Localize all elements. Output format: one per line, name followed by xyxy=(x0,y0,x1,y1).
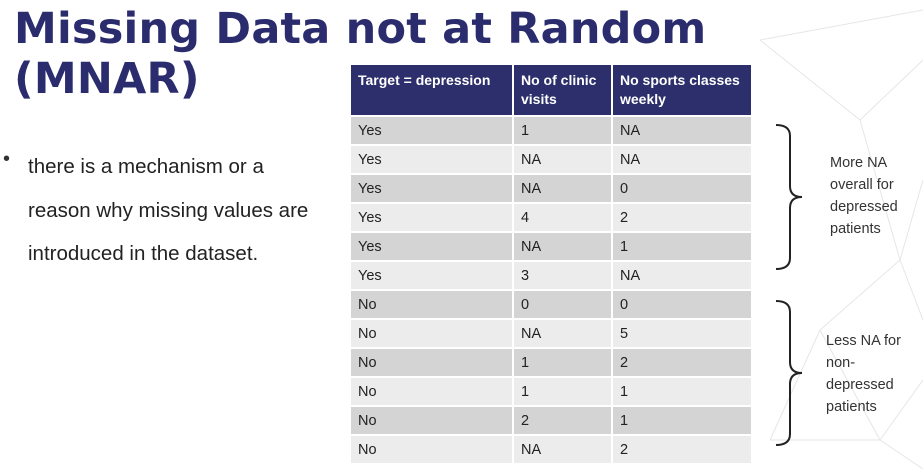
cell-target: Yes xyxy=(351,260,514,290)
cell-clinic-visits: 4 xyxy=(513,202,613,232)
mnar-table: Target = depression No of clinic visits … xyxy=(351,65,751,463)
table-row: Yes 3 NA xyxy=(351,260,751,290)
note-non-depressed: Less NA for non-depressed patients xyxy=(826,333,901,415)
cell-target: No xyxy=(351,318,514,348)
cell-target: Yes xyxy=(351,144,514,174)
cell-clinic-visits: NA xyxy=(513,318,613,348)
cell-clinic-visits: 3 xyxy=(513,260,613,290)
cell-sports-classes: 0 xyxy=(612,173,751,203)
cell-sports-classes: 1 xyxy=(612,376,751,406)
table-row: No 0 0 xyxy=(351,289,751,319)
cell-target: Yes xyxy=(351,115,514,145)
cell-clinic-visits: NA xyxy=(513,144,613,174)
cell-target: No xyxy=(351,405,514,435)
table-row: Yes NA 0 xyxy=(351,173,751,203)
cell-clinic-visits: NA xyxy=(513,231,613,261)
header-sports-classes: No sports classes weekly xyxy=(612,65,751,116)
bullet-text: there is a mechanism or a reason why mis… xyxy=(28,155,309,265)
cell-sports-classes: 5 xyxy=(612,318,751,348)
cell-clinic-visits: 1 xyxy=(513,376,613,406)
brace-depressed-group xyxy=(775,124,803,270)
cell-clinic-visits: 1 xyxy=(513,115,613,145)
table-header-row: Target = depression No of clinic visits … xyxy=(351,65,751,116)
cell-target: No xyxy=(351,376,514,406)
cell-target: Yes xyxy=(351,173,514,203)
table-row: No 1 2 xyxy=(351,347,751,377)
table-row: No 2 1 xyxy=(351,405,751,435)
cell-sports-classes: 2 xyxy=(612,347,751,377)
header-clinic-visits: No of clinic visits xyxy=(513,65,613,116)
header-target: Target = depression xyxy=(351,65,514,116)
table-row: No NA 2 xyxy=(351,434,751,463)
cell-clinic-visits: NA xyxy=(513,434,613,463)
cell-clinic-visits: 1 xyxy=(513,347,613,377)
cell-target: No xyxy=(351,434,514,463)
table-row: Yes NA NA xyxy=(351,144,751,174)
table-row: Yes 4 2 xyxy=(351,202,751,232)
title-line-2: (MNAR) xyxy=(14,54,200,104)
cell-sports-classes: 1 xyxy=(612,231,751,261)
table-row: Yes 1 NA xyxy=(351,115,751,145)
cell-clinic-visits: 0 xyxy=(513,289,613,319)
title-line-1: Missing Data not at Random xyxy=(14,4,707,54)
cell-sports-classes: 1 xyxy=(612,405,751,435)
table-row: Yes NA 1 xyxy=(351,231,751,261)
brace-non-depressed-group xyxy=(775,300,803,446)
cell-sports-classes: NA xyxy=(612,115,751,145)
bullet-marker: • xyxy=(3,148,11,170)
cell-target: Yes xyxy=(351,231,514,261)
cell-clinic-visits: NA xyxy=(513,173,613,203)
cell-target: No xyxy=(351,347,514,377)
cell-sports-classes: 2 xyxy=(612,202,751,232)
table-row: No 1 1 xyxy=(351,376,751,406)
slide-title: Missing Data not at Random (MNAR) xyxy=(14,4,706,104)
cell-target: Yes xyxy=(351,202,514,232)
note-depressed: More NA overall for depressed patients xyxy=(830,155,898,237)
cell-sports-classes: NA xyxy=(612,260,751,290)
table-row: No NA 5 xyxy=(351,318,751,348)
cell-clinic-visits: 2 xyxy=(513,405,613,435)
cell-sports-classes: 0 xyxy=(612,289,751,319)
cell-sports-classes: 2 xyxy=(612,434,751,463)
cell-sports-classes: NA xyxy=(612,144,751,174)
cell-target: No xyxy=(351,289,514,319)
